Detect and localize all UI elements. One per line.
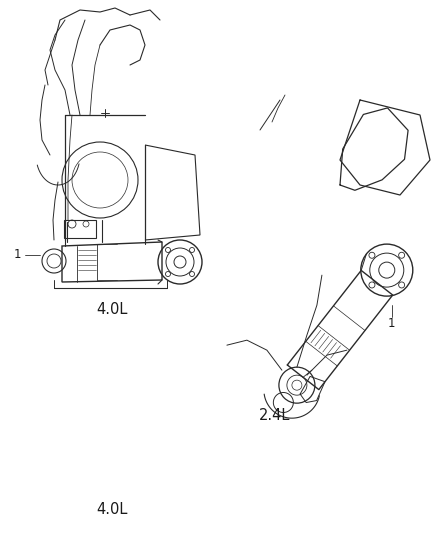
Text: 4.0L: 4.0L — [96, 502, 127, 516]
Text: 1: 1 — [13, 248, 21, 262]
Text: 2.4L: 2.4L — [259, 408, 291, 423]
Text: 4.0L: 4.0L — [96, 303, 128, 318]
Bar — [64, 220, 96, 238]
Text: 1: 1 — [388, 317, 396, 329]
